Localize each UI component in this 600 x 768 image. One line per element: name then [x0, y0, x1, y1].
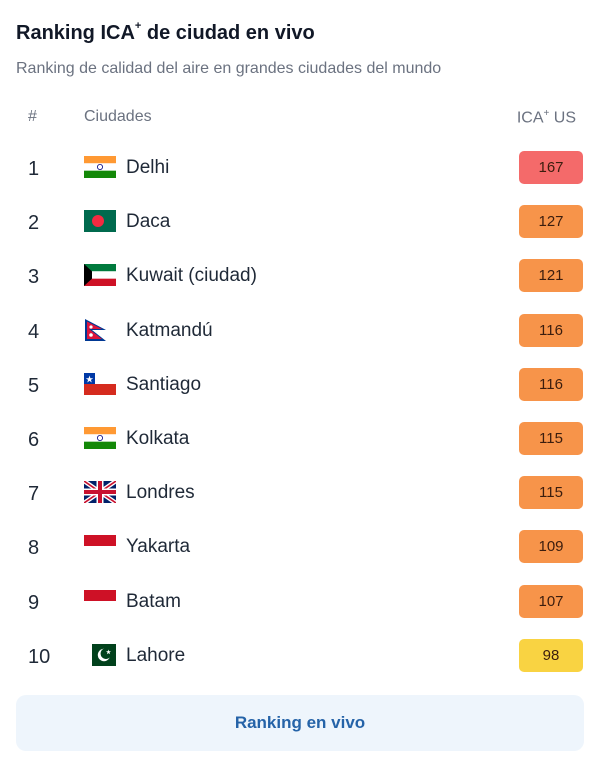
aqi-badge: 115	[519, 476, 583, 510]
city-name: Kuwait (ciudad)	[126, 265, 257, 287]
rank-number: 6	[28, 428, 40, 451]
rank-number: 9	[28, 591, 40, 614]
aqi-badge: 115	[519, 421, 583, 455]
aqi-badge: 98	[519, 638, 583, 672]
table-row[interactable]: 9 Batam 107	[0, 575, 600, 629]
page-title: Ranking ICA+ de ciudad en vivo	[16, 20, 315, 44]
kuwait-flag-icon	[84, 264, 116, 287]
table-header: # Ciudades ICA+ US	[0, 108, 600, 130]
aqi-badge: 107	[519, 584, 583, 618]
aqi-badge: 121	[519, 259, 583, 293]
table-row[interactable]: 3 Kuwait (ciudad) 121	[0, 249, 600, 303]
nepal-flag-icon	[84, 318, 116, 341]
indonesia-flag-icon	[84, 589, 116, 612]
india-flag-icon	[84, 426, 116, 449]
aqi-badge: 116	[519, 313, 583, 347]
table-row[interactable]: 1 Delhi 167	[0, 141, 600, 195]
rank-number: 10	[28, 645, 51, 668]
table-row[interactable]: 10 Lahore 98	[0, 629, 600, 683]
aqi-badge: 167	[519, 151, 583, 184]
city-name: Santiago	[126, 373, 202, 395]
aqi-badge: 116	[519, 367, 583, 401]
city-name: Yakarta	[126, 536, 191, 558]
aqi-badge: 109	[519, 530, 583, 564]
india-flag-icon	[84, 156, 116, 178]
rank-number: 3	[28, 266, 40, 289]
uk-flag-icon	[84, 481, 116, 504]
rank-number: 5	[28, 374, 40, 397]
city-name: Delhi	[126, 157, 170, 178]
city-name: Londres	[126, 482, 195, 504]
pakistan-flag-icon	[84, 643, 116, 666]
ranking-table: 1 Delhi 167 2 Daca 127 3 Kuwait (ciudad) 121 4 Kat…	[0, 141, 600, 683]
city-name: Batam	[126, 590, 181, 612]
page-subtitle: Ranking de calidad del aire en grandes c…	[16, 60, 442, 77]
column-header-aqi: ICA+ US	[516, 108, 576, 127]
rank-number: 1	[28, 158, 40, 180]
bangladesh-flag-icon	[84, 210, 116, 233]
chile-flag-icon	[84, 372, 116, 395]
live-ranking-button[interactable]: Ranking en vivo	[16, 695, 584, 751]
table-row[interactable]: 8 Yakarta 109	[0, 520, 600, 574]
indonesia-flag-icon	[84, 535, 116, 558]
column-header-city: Ciudades	[84, 108, 152, 125]
table-row[interactable]: 6 Kolkata 115	[0, 412, 600, 466]
aqi-badge: 127	[519, 205, 583, 239]
table-row[interactable]: 5 Santiago 116	[0, 358, 600, 412]
city-name: Daca	[126, 211, 171, 233]
city-name: Katmandú	[126, 319, 213, 341]
table-row[interactable]: 7 Londres 115	[0, 466, 600, 520]
table-row[interactable]: 4 Katmandú 116	[0, 304, 600, 358]
table-row[interactable]: 2 Daca 127	[0, 195, 600, 249]
rank-number: 2	[28, 212, 40, 235]
column-header-rank: #	[28, 108, 37, 125]
rank-number: 8	[28, 537, 40, 560]
rank-number: 7	[28, 483, 40, 506]
rank-number: 4	[28, 320, 40, 343]
city-name: Kolkata	[126, 427, 190, 449]
city-name: Lahore	[126, 644, 186, 666]
